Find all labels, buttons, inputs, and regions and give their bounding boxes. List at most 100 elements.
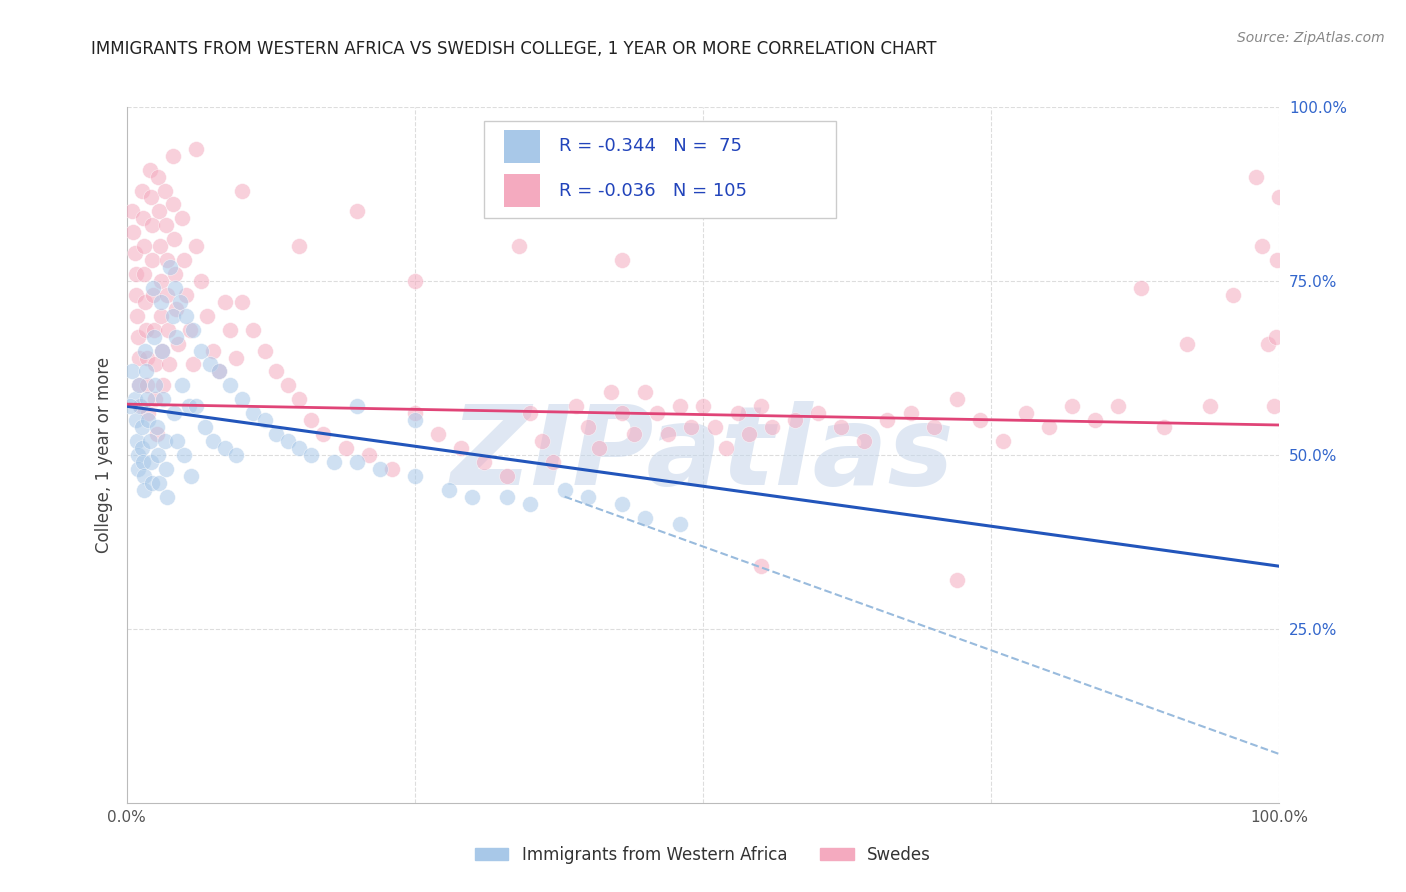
Point <box>155 462 177 476</box>
FancyBboxPatch shape <box>503 174 540 207</box>
Point <box>190 343 212 358</box>
Point <box>150 274 173 288</box>
Point <box>169 294 191 309</box>
Point <box>163 267 186 281</box>
Point <box>139 455 162 469</box>
Point <box>219 323 242 337</box>
Point <box>576 420 599 434</box>
Text: R = -0.036   N = 105: R = -0.036 N = 105 <box>558 182 747 201</box>
Point <box>277 378 299 392</box>
Point <box>565 399 588 413</box>
Point <box>214 294 236 309</box>
Point <box>183 358 205 372</box>
Point <box>357 448 380 462</box>
Point <box>519 406 541 420</box>
Point <box>266 364 288 378</box>
Point <box>148 475 170 490</box>
Point <box>1257 336 1279 351</box>
Point <box>669 517 692 532</box>
Point <box>1130 281 1153 295</box>
Point <box>749 559 772 574</box>
Point <box>461 490 484 504</box>
Point <box>150 343 173 358</box>
Point <box>876 413 898 427</box>
Point <box>195 309 218 323</box>
Point <box>167 336 190 351</box>
Point <box>141 219 163 233</box>
Point <box>128 378 150 392</box>
Point <box>346 399 368 413</box>
Point <box>125 413 148 427</box>
Point <box>135 323 157 337</box>
Point <box>299 448 322 462</box>
Point <box>231 392 253 407</box>
Point <box>194 420 217 434</box>
Point <box>714 441 737 455</box>
Point <box>681 420 703 434</box>
Point <box>125 267 148 281</box>
Point <box>134 294 156 309</box>
Point <box>201 434 224 448</box>
Point <box>311 427 333 442</box>
Point <box>141 253 163 268</box>
Point <box>807 406 830 420</box>
Text: ZIPatlas: ZIPatlas <box>451 401 955 508</box>
Point <box>125 434 148 448</box>
Point <box>157 358 180 372</box>
Text: R = -0.344   N =  75: R = -0.344 N = 75 <box>558 137 742 155</box>
Point <box>266 427 288 442</box>
Point <box>1038 420 1060 434</box>
Point <box>426 427 449 442</box>
Point <box>231 294 253 309</box>
Point <box>612 253 634 268</box>
Point <box>145 427 167 442</box>
Point <box>231 184 253 198</box>
Point <box>128 351 150 365</box>
Point <box>404 274 426 288</box>
Point <box>368 462 391 476</box>
Point <box>900 406 922 420</box>
Point <box>146 448 169 462</box>
Point <box>143 323 166 337</box>
Point <box>634 510 657 524</box>
Point <box>288 441 311 455</box>
Point <box>121 364 143 378</box>
Point <box>277 434 299 448</box>
Point <box>612 406 634 420</box>
Point <box>623 427 645 442</box>
Point <box>439 483 461 497</box>
Point <box>669 399 692 413</box>
Point <box>945 392 967 407</box>
Point <box>132 239 155 253</box>
Point <box>136 378 159 392</box>
Point <box>738 427 761 442</box>
Point <box>179 323 201 337</box>
Point <box>945 573 967 587</box>
Point <box>242 406 264 420</box>
Point <box>127 448 149 462</box>
Point <box>150 343 173 358</box>
Point <box>761 420 783 434</box>
Point <box>1246 169 1268 184</box>
Legend: Immigrants from Western Africa, Swedes: Immigrants from Western Africa, Swedes <box>468 839 938 871</box>
Point <box>541 455 564 469</box>
Point <box>131 420 153 434</box>
Point <box>145 378 166 392</box>
Point <box>1084 413 1107 427</box>
Point <box>138 434 160 448</box>
Point <box>173 253 195 268</box>
Point <box>162 309 184 323</box>
Point <box>1265 253 1288 268</box>
Point <box>1268 190 1291 204</box>
Point <box>139 190 162 204</box>
Point <box>450 441 472 455</box>
Point <box>853 434 876 448</box>
Point <box>145 420 167 434</box>
Point <box>138 162 160 177</box>
Point <box>132 483 155 497</box>
Point <box>134 343 156 358</box>
Point <box>1015 406 1038 420</box>
Point <box>159 260 181 274</box>
Point <box>142 288 165 302</box>
Point <box>288 239 311 253</box>
